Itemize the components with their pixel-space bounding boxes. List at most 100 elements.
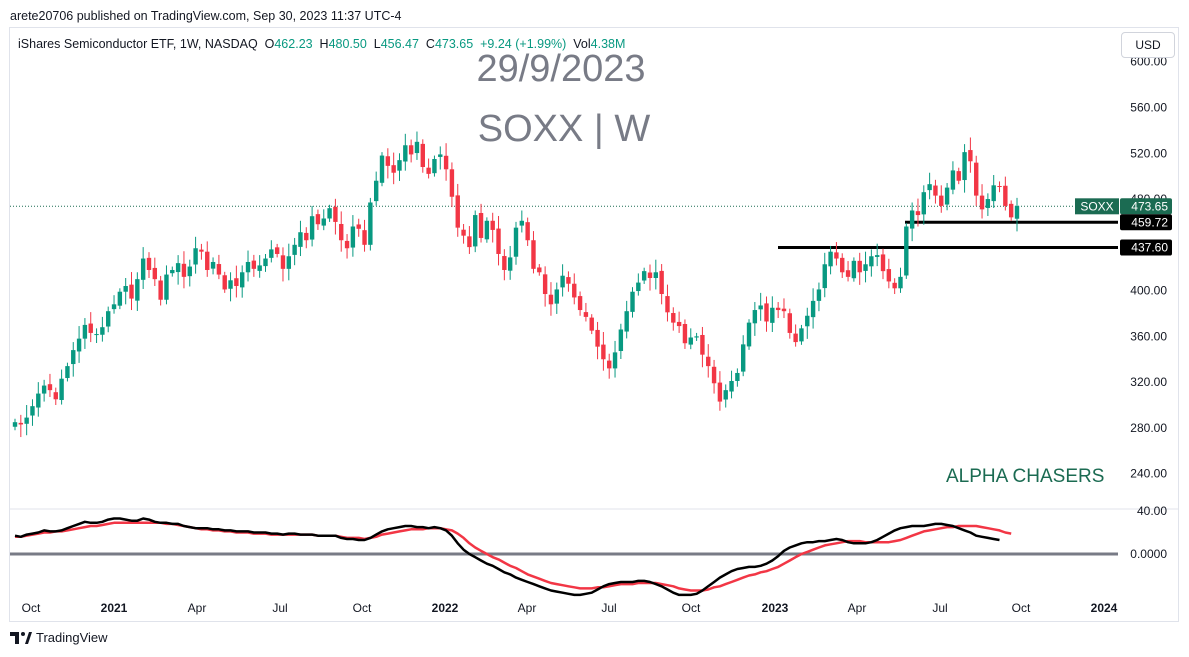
level-tag-1-bg <box>1120 214 1172 231</box>
candle-body <box>542 274 548 295</box>
time-tick-label: 2024 <box>1091 601 1118 615</box>
candle-body <box>356 224 361 229</box>
candle-body <box>513 227 519 257</box>
candle-body <box>636 282 641 292</box>
candle-body <box>24 417 29 424</box>
candle-body <box>135 279 140 301</box>
candle-body <box>117 291 123 306</box>
symbol-tag-bg <box>1075 198 1119 215</box>
candle-body <box>368 202 373 245</box>
candle-body <box>997 186 1002 187</box>
candle-body <box>216 264 222 275</box>
candle-body <box>385 156 391 166</box>
candle-body <box>100 327 105 335</box>
low-label: L <box>373 37 381 51</box>
open-value: 462.23 <box>274 37 313 51</box>
candle-body <box>280 255 286 269</box>
candle-body <box>140 258 146 280</box>
candle-body <box>391 165 396 173</box>
candle-body <box>327 208 332 219</box>
time-tick-label: 2022 <box>432 601 459 615</box>
candle-body <box>484 220 490 240</box>
candle-body <box>47 384 53 391</box>
currency-button[interactable]: USD <box>1121 32 1175 58</box>
time-tick-label: Apr <box>518 601 537 615</box>
candle-body <box>641 271 647 281</box>
candle-body <box>152 267 158 280</box>
candle-body <box>239 272 245 288</box>
candle-body <box>71 350 76 365</box>
candle-body <box>111 304 117 310</box>
candle-body <box>263 258 268 267</box>
candle-body <box>845 270 851 277</box>
candle-body <box>933 185 938 196</box>
candle-body <box>269 249 274 258</box>
candle-body <box>572 283 577 298</box>
candle-body <box>840 257 845 273</box>
candle-body <box>787 313 793 333</box>
volume-value: 4.38M <box>590 37 626 51</box>
candle-body <box>554 289 559 304</box>
candle-body <box>671 313 676 323</box>
price-tick-label: 280.00 <box>1130 421 1167 435</box>
chart-panel[interactable] <box>9 27 1179 622</box>
tradingview-footer[interactable]: TradingView <box>10 630 108 645</box>
candle-body <box>408 145 414 155</box>
candle-body <box>1014 205 1020 219</box>
candle-body <box>490 220 495 230</box>
candle-body <box>339 223 344 241</box>
candle-body <box>909 210 915 229</box>
price-axis: 240.00280.00320.00360.00400.00440.00480.… <box>1130 55 1167 481</box>
candle-body <box>991 185 996 202</box>
candle-body <box>455 195 460 228</box>
candle-body <box>478 213 484 238</box>
candle-body <box>309 216 315 240</box>
candle-body <box>170 269 175 274</box>
last-price-tag-bg <box>1120 198 1172 215</box>
time-tick-label: Oct <box>22 601 41 615</box>
macd-pane: 0.0000 40.00 <box>10 504 1167 597</box>
watermark-date: 29/9/2023 <box>0 48 1128 91</box>
candle-body <box>630 291 635 312</box>
candle-body <box>921 192 926 215</box>
low-value: 456.47 <box>380 37 419 51</box>
candle-body <box>880 254 886 272</box>
candle-body <box>205 251 210 270</box>
candle-body <box>59 378 64 400</box>
candle-body <box>962 152 967 181</box>
symbol-legend: iShares Semiconductor ETF, 1W, NASDAQ O4… <box>18 37 625 51</box>
high-label: H <box>319 37 329 51</box>
candle-body <box>694 336 699 338</box>
time-tick-label: Jul <box>601 601 616 615</box>
candle-body <box>438 154 443 157</box>
candle-body <box>956 171 961 181</box>
candle-body <box>36 393 41 408</box>
candle-body <box>740 344 746 372</box>
candle-body <box>898 276 903 289</box>
candle-body <box>1003 185 1008 206</box>
candle-body <box>828 251 833 267</box>
candle-body <box>746 322 752 347</box>
candle-body <box>665 296 670 313</box>
candle-body <box>560 275 565 288</box>
macd-tick-label: 0.0000 <box>1130 547 1167 561</box>
candle-body <box>502 256 507 270</box>
time-tick-label: Apr <box>848 601 867 615</box>
candle-body <box>18 422 24 425</box>
candle-body <box>1008 203 1014 218</box>
candle-body <box>403 145 408 162</box>
candle-body <box>723 390 728 400</box>
candle-body <box>612 352 618 369</box>
candle-body <box>525 222 530 241</box>
candle-body <box>397 160 402 171</box>
candle-body <box>624 311 629 332</box>
candle-body <box>711 366 717 384</box>
candle-body <box>979 195 985 210</box>
candle-body <box>496 228 501 254</box>
candle-body <box>53 392 58 400</box>
tradingview-logo-icon <box>10 631 32 644</box>
volume-label: Vol <box>573 37 591 51</box>
candle-body <box>420 143 425 168</box>
time-tick-label: Jul <box>932 601 947 615</box>
